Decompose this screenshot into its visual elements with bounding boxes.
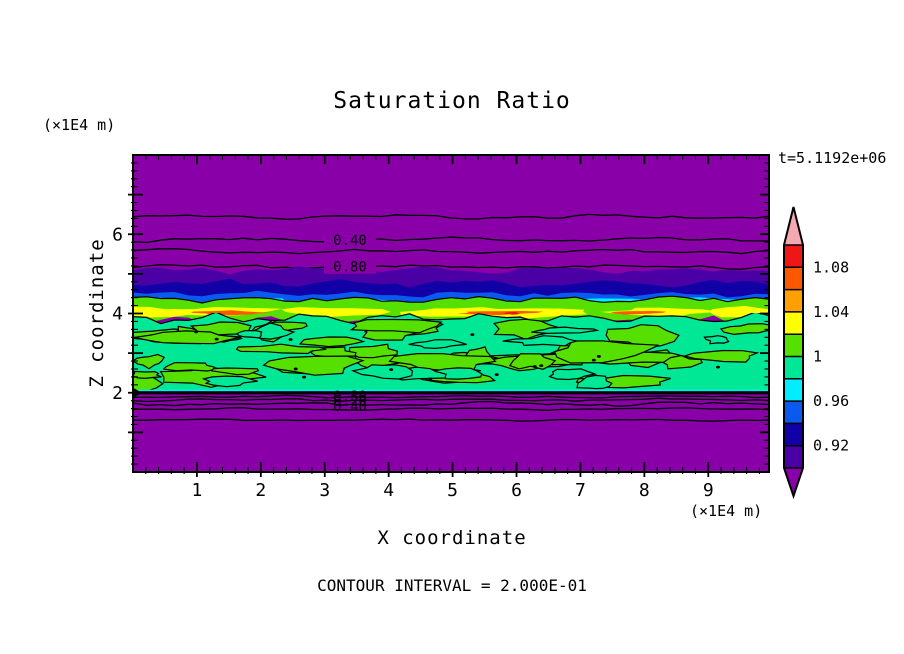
svg-text:2: 2 [255, 480, 266, 501]
svg-text:0.40: 0.40 [333, 233, 367, 249]
svg-text:0.40: 0.40 [333, 399, 367, 415]
svg-text:4: 4 [112, 304, 123, 325]
colorbar: 1.08 1.04 1 0.96 0.92 [783, 206, 849, 500]
svg-text:3: 3 [319, 480, 330, 501]
timestamp-label: t=5.1192e+06 [778, 149, 887, 167]
svg-text:0.80: 0.80 [333, 389, 367, 405]
contour-field: 0.400.800.800.200.40 [133, 155, 769, 472]
svg-text:6: 6 [112, 224, 123, 245]
svg-text:1.04: 1.04 [813, 303, 849, 321]
svg-text:6: 6 [511, 480, 522, 501]
svg-text:1.08: 1.08 [813, 258, 849, 276]
x-axis-unit-label: (×1E4 m) [690, 502, 763, 520]
axes: 1 2 3 4 5 6 7 8 9 2 4 6 [112, 154, 770, 501]
svg-text:4: 4 [383, 480, 394, 501]
z-axis-unit-label: (×1E4 m) [43, 116, 116, 134]
svg-text:0.20: 0.20 [333, 394, 367, 410]
contour-interval-note: CONTOUR INTERVAL = 2.000E-01 [317, 576, 587, 595]
x-axis-title: X coordinate [377, 527, 527, 549]
svg-text:8: 8 [639, 480, 650, 501]
svg-text:2: 2 [112, 383, 123, 404]
svg-text:1: 1 [813, 348, 822, 366]
svg-text:9: 9 [703, 480, 714, 501]
svg-text:0.80: 0.80 [333, 260, 367, 276]
page-title: Saturation Ratio [333, 88, 571, 114]
svg-text:0.96: 0.96 [813, 392, 849, 410]
svg-text:5: 5 [447, 480, 458, 501]
svg-text:1: 1 [191, 480, 202, 501]
svg-text:0.92: 0.92 [813, 437, 849, 455]
svg-text:7: 7 [575, 480, 586, 501]
